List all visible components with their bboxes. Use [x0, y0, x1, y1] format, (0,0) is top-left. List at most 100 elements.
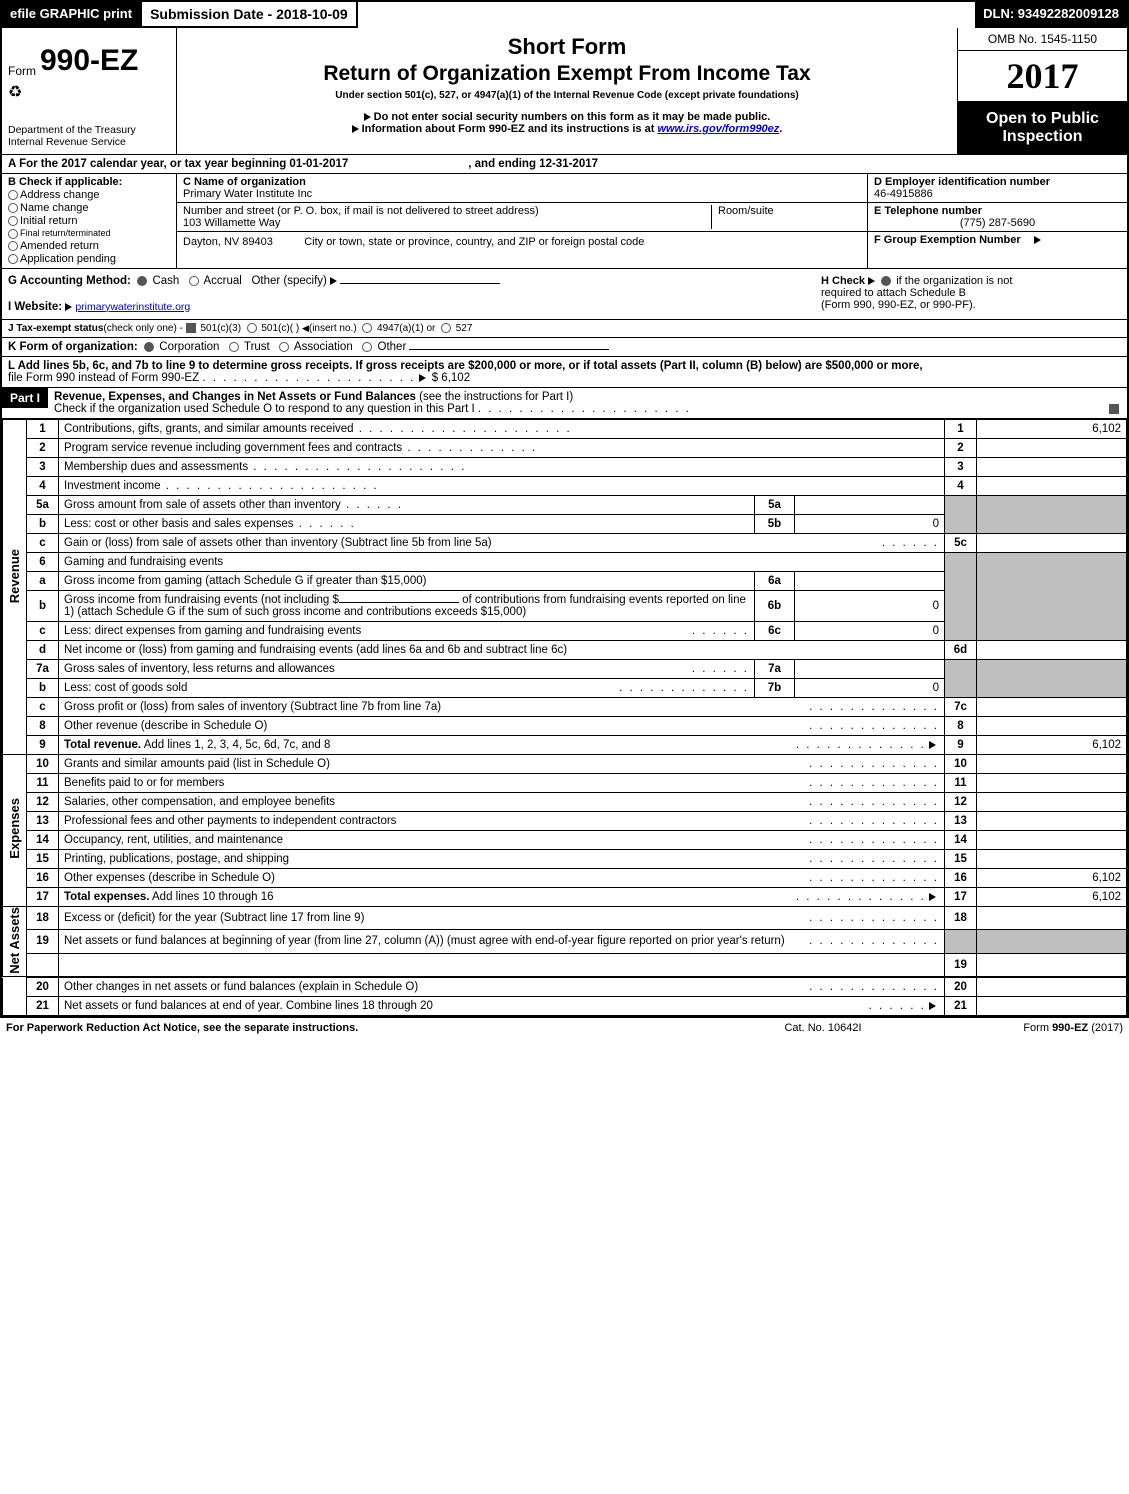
line-num: 20 — [27, 978, 59, 997]
opt-text: Initial return — [20, 215, 77, 227]
j-row: J Tax-exempt status(check only one) - 50… — [2, 320, 1127, 338]
k-trust: Trust — [244, 341, 270, 353]
line-amt — [977, 640, 1127, 659]
sub-box: 7a — [755, 659, 795, 678]
d-label: D Employer identification number — [874, 176, 1121, 188]
line-desc: Gain or (loss) from sale of assets other… — [59, 533, 945, 552]
schedule-o-check[interactable] — [1109, 403, 1121, 415]
line-desc: Net assets or fund balances at end of ye… — [59, 997, 945, 1016]
line-a-row: A For the 2017 calendar year, or tax yea… — [2, 155, 1127, 174]
sub-box: 6b — [755, 590, 795, 621]
triangle-icon — [419, 374, 426, 382]
c-label: C Name of organization — [183, 176, 861, 188]
form-info-link[interactable]: www.irs.gov/form990ez — [657, 123, 779, 135]
k-label: K Form of organization: — [8, 341, 138, 353]
h-right: H Check if the organization is not requi… — [821, 275, 1121, 313]
triangle-icon — [65, 303, 72, 311]
radio-corporation-icon[interactable] — [144, 342, 154, 352]
h-check-icon[interactable] — [881, 276, 891, 286]
radio-501c-icon[interactable] — [247, 323, 257, 333]
radio-association-icon[interactable] — [279, 342, 289, 352]
k-association: Association — [294, 341, 353, 353]
line-amt — [977, 716, 1127, 735]
line-desc: Net assets or fund balances at beginning… — [59, 930, 945, 954]
j-small: (check only one) - — [103, 323, 182, 334]
info-about: Information about Form 990-EZ and its in… — [187, 123, 947, 135]
h-text2: required to attach Schedule B — [821, 287, 966, 299]
line-desc: Gaming and fundraising events — [59, 552, 945, 571]
dots — [202, 372, 415, 384]
radio-4947-icon[interactable] — [362, 323, 372, 333]
opt-text: Amended return — [20, 240, 99, 252]
part-i-title-block: Revenue, Expenses, and Changes in Net As… — [48, 388, 1127, 418]
gray-cell — [945, 590, 977, 621]
checkbox-application-pending[interactable]: Application pending — [8, 253, 170, 265]
footer-form-pre: Form — [1023, 1022, 1052, 1034]
line-box: 13 — [945, 811, 977, 830]
checkbox-initial-return[interactable]: Initial return — [8, 215, 170, 227]
k-corporation: Corporation — [159, 341, 219, 353]
radio-cash-icon[interactable] — [137, 276, 147, 286]
checkbox-amended-return[interactable]: Amended return — [8, 240, 170, 252]
g-cash: Cash — [152, 275, 179, 287]
footer-year: (2017) — [1088, 1022, 1123, 1034]
line-num: 3 — [27, 457, 59, 476]
line-box: 18 — [945, 906, 977, 930]
efile-box[interactable]: efile GRAPHIC print — [2, 2, 140, 28]
sub-box: 5a — [755, 495, 795, 514]
opt-text: Name change — [20, 202, 89, 214]
radio-other-icon[interactable] — [362, 342, 372, 352]
radio-trust-icon[interactable] — [229, 342, 239, 352]
line-amt — [977, 792, 1127, 811]
line-box: 20 — [945, 978, 977, 997]
room-suite: Room/suite — [711, 205, 861, 229]
line-box: 7c — [945, 697, 977, 716]
e-value: (775) 287-5690 — [874, 217, 1121, 229]
radio-accrual-icon[interactable] — [189, 276, 199, 286]
g-h-row: G Accounting Method: Cash Accrual Other … — [2, 269, 1127, 320]
checkbox-name-change[interactable]: Name change — [8, 202, 170, 214]
line-box: 11 — [945, 773, 977, 792]
j-opt2b: (insert no.) — [309, 323, 357, 334]
line-box: 8 — [945, 716, 977, 735]
line-num: 17 — [27, 887, 59, 906]
checkbox-address-change[interactable]: Address change — [8, 189, 170, 201]
line-amt — [977, 849, 1127, 868]
gray-cell — [977, 552, 1127, 571]
line-desc: Salaries, other compensation, and employ… — [59, 792, 945, 811]
d-value: 46-4915886 — [874, 188, 1121, 200]
short-form-title: Short Form — [187, 34, 947, 60]
k-other-blank[interactable] — [409, 349, 609, 350]
line-num: c — [27, 621, 59, 640]
gray-cell — [977, 590, 1127, 621]
line-box: 10 — [945, 754, 977, 773]
column-defg: D Employer identification number 46-4915… — [867, 174, 1127, 268]
gray-cell — [977, 930, 1127, 954]
revenue-label-cont — [3, 735, 27, 754]
line-desc: Other revenue (describe in Schedule O) — [59, 716, 945, 735]
line-amt — [977, 457, 1127, 476]
website-link[interactable]: primarywaterinstitute.org — [75, 301, 190, 313]
dots — [478, 403, 691, 415]
recycle-icon: ♻ — [8, 82, 170, 102]
line-desc: Contributions, gifts, grants, and simila… — [59, 419, 945, 438]
line-num: 14 — [27, 830, 59, 849]
line-box: 14 — [945, 830, 977, 849]
line-amt: 6,102 — [977, 419, 1127, 438]
line-num: 10 — [27, 754, 59, 773]
line-num: 4 — [27, 476, 59, 495]
checkbox-final-return[interactable]: Final return/terminated — [8, 228, 170, 239]
line-num: 2 — [27, 438, 59, 457]
l-amount: $ 6,102 — [432, 372, 470, 384]
c-addr-label: Number and street (or P. O. box, if mail… — [183, 205, 711, 217]
g-other-blank[interactable] — [340, 283, 500, 284]
line-amt: 6,102 — [977, 887, 1127, 906]
header-mid: Short Form Return of Organization Exempt… — [177, 28, 957, 154]
gray-cell — [977, 571, 1127, 590]
gray-cell — [945, 659, 977, 678]
i-label: I Website: — [8, 301, 62, 313]
check-501c3-icon[interactable] — [186, 323, 196, 333]
netassets-label-cont — [3, 978, 27, 1016]
radio-527-icon[interactable] — [441, 323, 451, 333]
line-amt — [977, 438, 1127, 457]
